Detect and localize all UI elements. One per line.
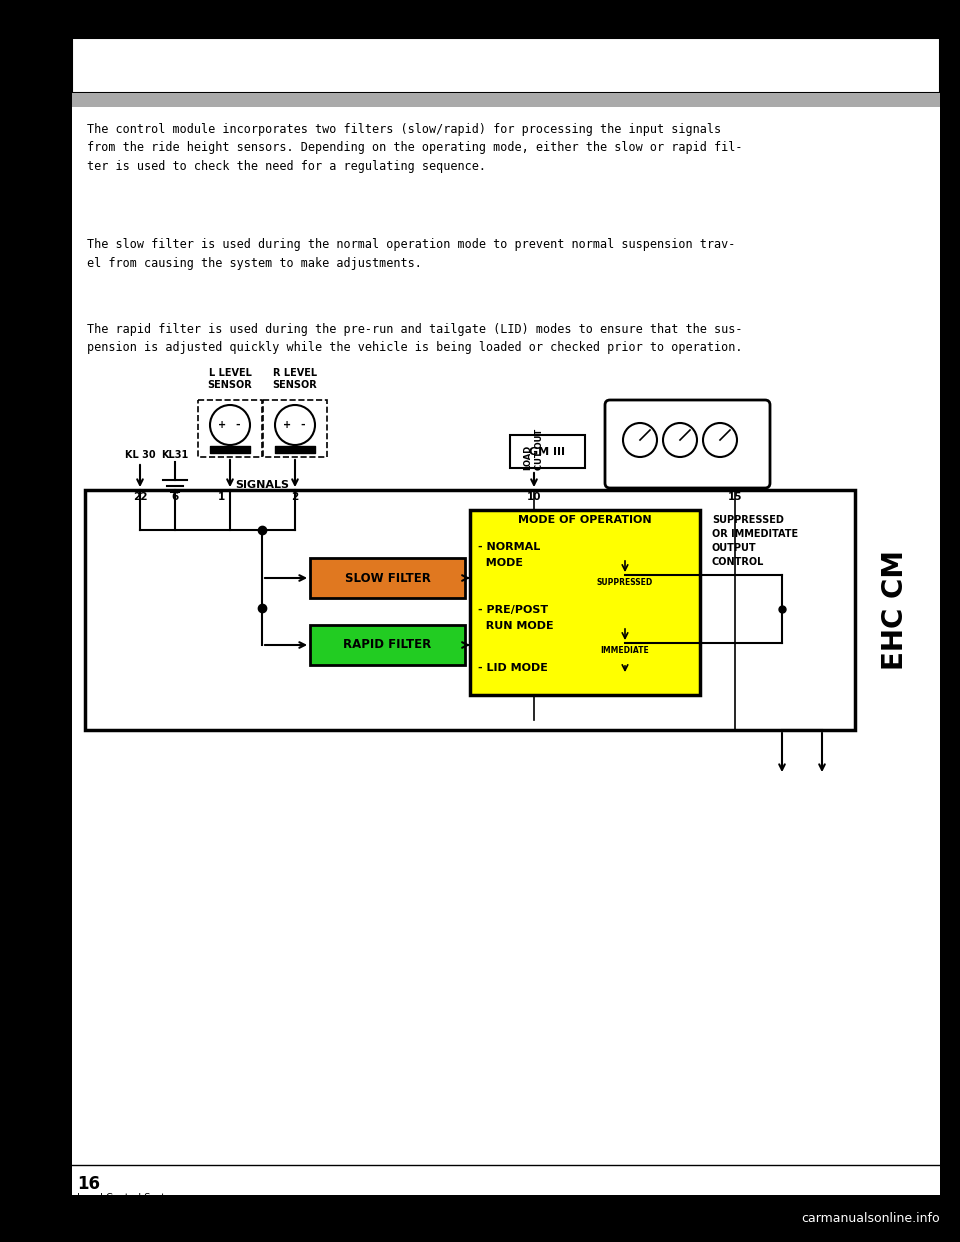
Text: KL 30: KL 30 [125, 450, 156, 460]
Text: R LEVEL
SENSOR: R LEVEL SENSOR [273, 368, 318, 390]
Bar [510, 435, 585, 468]
Bar [85, 491, 855, 730]
Bar [72, 93, 940, 107]
Text: 1: 1 [218, 492, 225, 502]
Text: 16: 16 [77, 1175, 100, 1194]
Text: SUPPRESSED
OR IMMEDITATE
OUTPUT
CONTROL: SUPPRESSED OR IMMEDITATE OUTPUT CONTROL [712, 515, 798, 568]
Circle shape [703, 424, 737, 457]
Text: GM III: GM III [529, 447, 565, 457]
Bar [310, 558, 465, 597]
Text: -: - [300, 420, 305, 430]
Text: The slow filter is used during the normal operation mode to prevent normal suspe: The slow filter is used during the norma… [87, 238, 735, 270]
Text: KL31: KL31 [161, 450, 188, 460]
Text: 10: 10 [527, 492, 541, 502]
Bar [263, 400, 327, 457]
Text: 15: 15 [728, 492, 742, 502]
Text: SUPPRESSED: SUPPRESSED [597, 578, 653, 587]
Bar [72, 39, 940, 93]
Text: carmanualsonline.info: carmanualsonline.info [802, 1212, 940, 1225]
Text: 22: 22 [132, 492, 147, 502]
Text: +: + [218, 420, 226, 430]
Bar [470, 510, 700, 696]
Text: The rapid filter is used during the pre-run and tailgate (LID) modes to ensure t: The rapid filter is used during the pre-… [87, 323, 742, 354]
Text: 6: 6 [172, 492, 179, 502]
Bar [310, 625, 465, 664]
Text: 2: 2 [292, 492, 299, 502]
Text: EHC CM: EHC CM [881, 550, 909, 669]
Text: RAPID FILTER: RAPID FILTER [344, 638, 432, 652]
Text: - NORMAL: - NORMAL [478, 542, 540, 551]
Text: LOAD: LOAD [523, 445, 533, 469]
Text: -: - [236, 420, 240, 430]
Text: SLOW FILTER: SLOW FILTER [345, 571, 430, 585]
Text: CUT OUT: CUT OUT [536, 428, 544, 469]
FancyBboxPatch shape [605, 400, 770, 488]
Text: RUN MODE: RUN MODE [478, 621, 554, 631]
Text: The control module incorporates two filters (slow/rapid) for processing the inpu: The control module incorporates two filt… [87, 123, 742, 173]
Text: MODE: MODE [478, 558, 523, 568]
Text: +: + [283, 420, 291, 430]
Text: - LID MODE: - LID MODE [478, 663, 548, 673]
Circle shape [663, 424, 697, 457]
Bar [198, 400, 262, 457]
Text: L LEVEL
SENSOR: L LEVEL SENSOR [207, 368, 252, 390]
Text: - PRE/POST: - PRE/POST [478, 605, 548, 615]
Text: MODE OF OPERATION: MODE OF OPERATION [518, 515, 652, 525]
Text: SIGNALS: SIGNALS [235, 479, 289, 491]
Text: Level Control Systems: Level Control Systems [77, 1194, 185, 1203]
Text: IMMEDIATE: IMMEDIATE [601, 646, 649, 655]
Text: K BUS: K BUS [731, 442, 739, 469]
Circle shape [623, 424, 657, 457]
